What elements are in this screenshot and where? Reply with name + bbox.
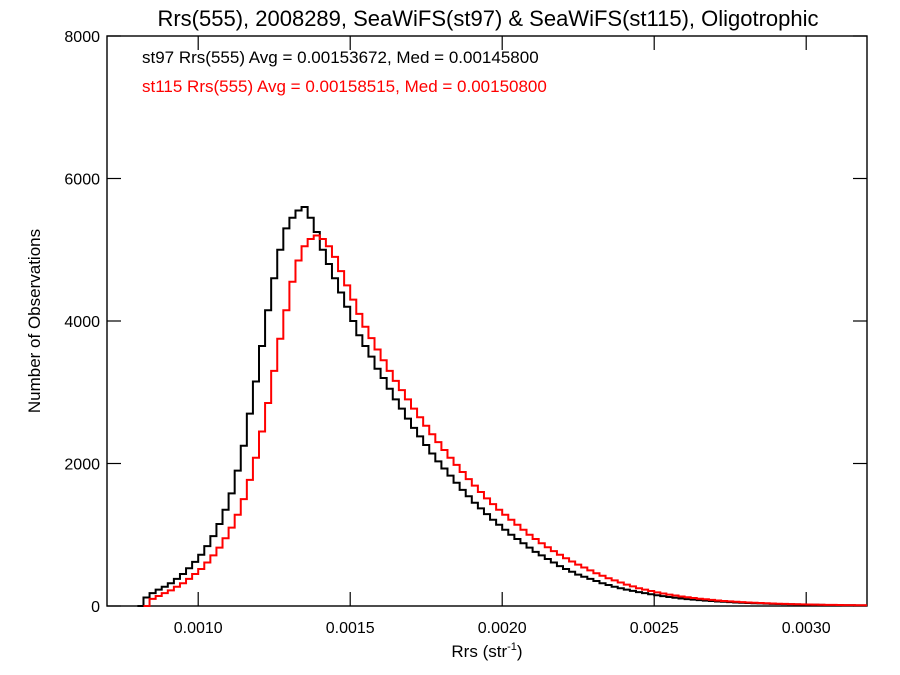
x-axis-label: Rrs (str-1) <box>451 641 522 661</box>
x-tick-label-0: 0.0010 <box>174 620 223 637</box>
x-tick-label-3: 0.0025 <box>630 620 679 637</box>
x-axis-label-superscript: -1 <box>507 641 517 653</box>
y-tick-label-4: 8000 <box>64 29 100 46</box>
annotation-st115: st115 Rrs(555) Avg = 0.00158515, Med = 0… <box>142 77 547 96</box>
y-axis-label: Number of Observations <box>25 229 44 413</box>
x-axis-label-close: ) <box>517 642 523 661</box>
series-line-st115 <box>143 234 867 607</box>
x-tick-label-4: 0.0030 <box>782 620 831 637</box>
y-tick-label-0: 0 <box>91 599 100 616</box>
series-layer <box>137 206 867 607</box>
annotation-st97: st97 Rrs(555) Avg = 0.00153672, Med = 0.… <box>142 48 539 67</box>
chart-title: Rrs(555), 2008289, SeaWiFS(st97) & SeaWi… <box>157 6 818 31</box>
x-tick-label-2: 0.0020 <box>478 620 527 637</box>
y-axis-ticks: 0 2000 4000 6000 8000 <box>64 29 867 616</box>
plot-frame <box>106 35 868 607</box>
y-tick-label-1: 2000 <box>64 457 100 474</box>
x-axis-ticks: 0.0010 0.0015 0.0020 0.0025 0.0030 <box>174 36 831 637</box>
x-axis-label-main: Rrs (str <box>451 642 507 661</box>
y-tick-label-3: 6000 <box>64 172 100 189</box>
x-tick-label-1: 0.0015 <box>326 620 375 637</box>
y-tick-label-2: 4000 <box>64 314 100 331</box>
series-line-st97 <box>137 206 867 607</box>
